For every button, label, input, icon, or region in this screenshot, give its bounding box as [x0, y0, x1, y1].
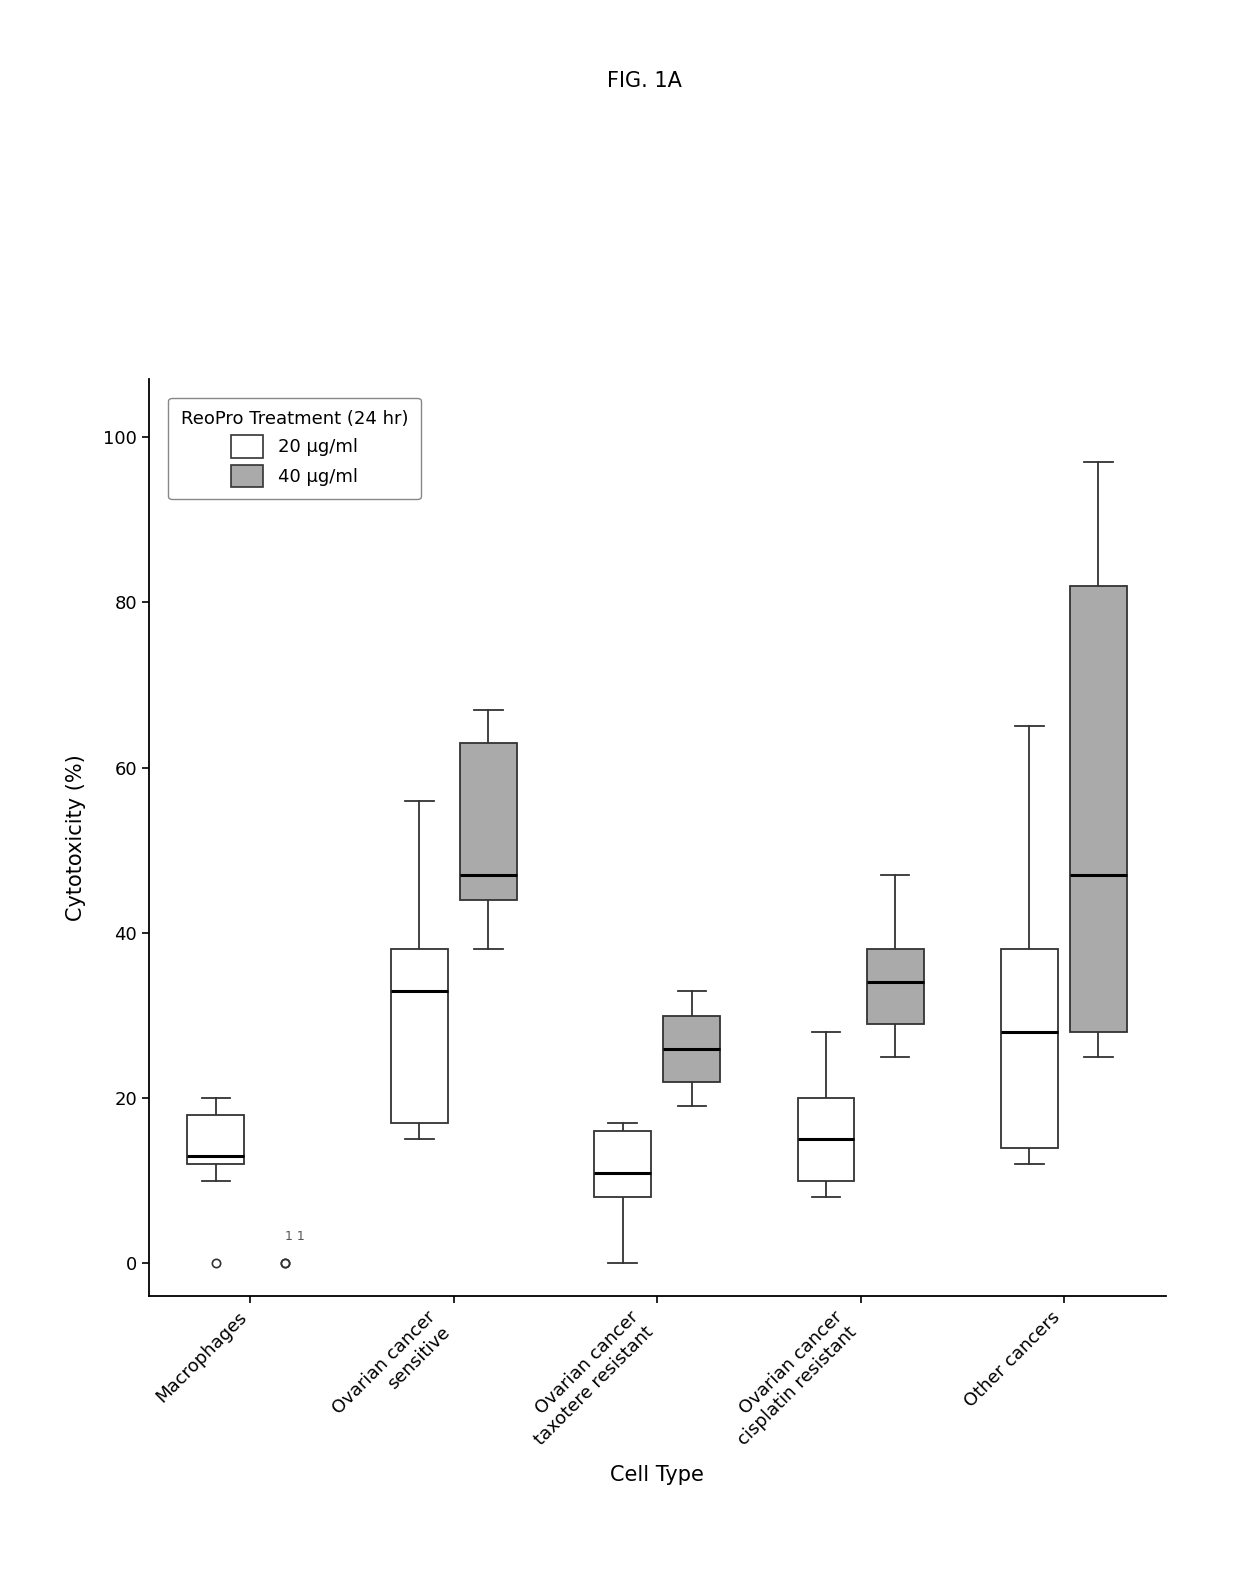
Bar — [867, 950, 924, 1024]
Text: 1 1: 1 1 — [285, 1230, 305, 1243]
Bar — [1070, 587, 1127, 1032]
Bar — [594, 1130, 651, 1197]
Bar — [797, 1099, 854, 1181]
Bar — [460, 743, 517, 900]
X-axis label: Cell Type: Cell Type — [610, 1466, 704, 1486]
Legend: 20 μg/ml, 40 μg/ml: 20 μg/ml, 40 μg/ml — [167, 398, 420, 500]
Bar — [391, 950, 448, 1123]
Bar — [1001, 950, 1058, 1148]
Text: FIG. 1A: FIG. 1A — [608, 71, 682, 92]
Bar — [663, 1015, 720, 1081]
Y-axis label: Cytotoxicity (%): Cytotoxicity (%) — [67, 754, 87, 922]
Bar — [187, 1115, 244, 1164]
